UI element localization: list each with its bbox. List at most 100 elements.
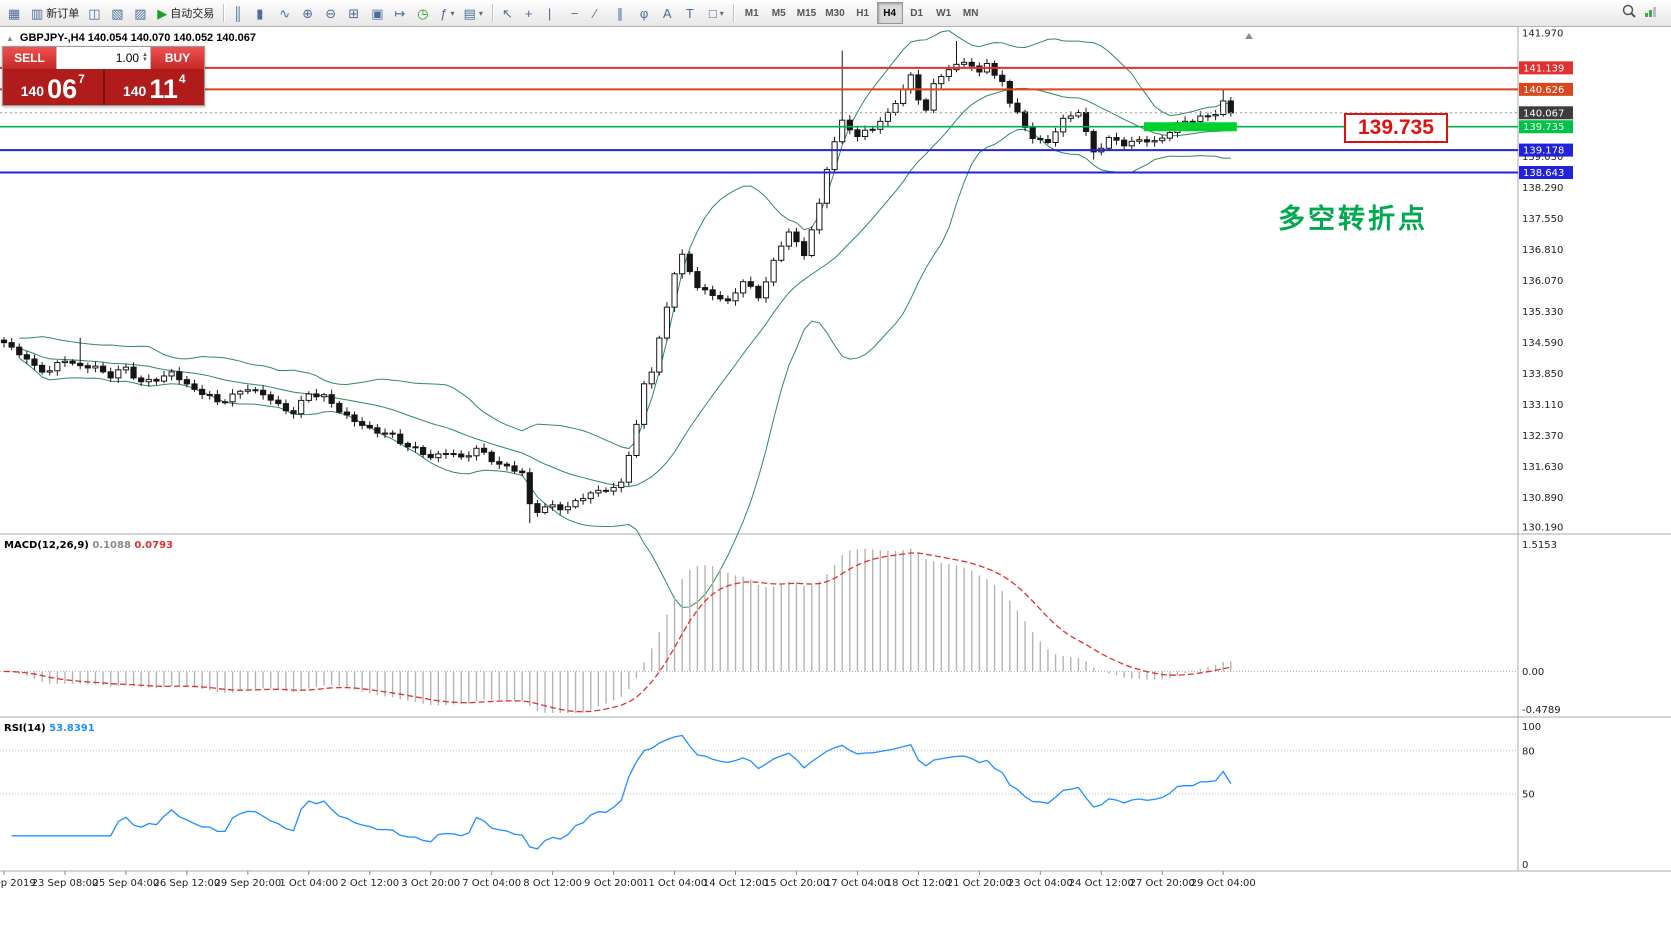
- cursor-button[interactable]: ↖: [498, 2, 520, 24]
- main-toolbar: ▦ ▥ 新订单 ◫ ▧ ▨ ▶ 自动交易 ║ ▮ ∿ ⊕ ⊖ ⊞ ▣ ↦ ◷ ƒ ▾ ▤ ▾ ↖ + | − ∕ ∥ φ A T □ ▾ M1 M…: [0, 0, 1671, 27]
- dropdown-caret-icon[interactable]: ▾: [719, 8, 724, 18]
- zoom-out-icon: ⊖: [325, 5, 337, 21]
- volume-down-icon[interactable]: ▼: [142, 57, 148, 63]
- label-button[interactable]: T: [682, 2, 704, 24]
- cursor-icon: ↖: [501, 5, 513, 21]
- svg-text:141.970: 141.970: [1522, 29, 1563, 40]
- collapse-panel-icon[interactable]: ▲: [6, 33, 14, 43]
- dropdown-caret-icon[interactable]: ▾: [478, 8, 483, 18]
- equidistant-channel-button[interactable]: ∥: [613, 2, 635, 24]
- toolbar-separator: [223, 4, 225, 22]
- highlight-segment[interactable]: [1144, 122, 1237, 132]
- indicators-button[interactable]: ƒ ▾: [436, 2, 458, 24]
- svg-text:21 Oct 20:00: 21 Oct 20:00: [947, 878, 1012, 889]
- trade-panel-prices: 140 06 7 140 11 4: [3, 69, 204, 105]
- price-axis[interactable]: 141.970 139.030 138.290 137.550 136.810 136.0…: [1519, 29, 1573, 534]
- macd-panel[interactable]: MACD(12,26,9) 0.1088 0.0793 1.5153 0.00 -0.…: [0, 540, 1561, 716]
- svg-text:130.190: 130.190: [1522, 523, 1563, 534]
- shapes-button[interactable]: □ ▾: [705, 2, 728, 24]
- new-order-button[interactable]: ▥ 新订单: [27, 2, 83, 24]
- svg-text:17 Oct 04:00: 17 Oct 04:00: [825, 878, 890, 889]
- chart-area[interactable]: 141.970 139.030 138.290 137.550 136.810 136.0…: [0, 27, 1671, 951]
- text-button[interactable]: A: [659, 2, 681, 24]
- horizontal-levels[interactable]: [0, 66, 1518, 174]
- new-order-icon: ▥: [31, 5, 44, 21]
- timeframe-m1-button[interactable]: M1: [739, 2, 765, 24]
- stopwatch-icon: ◷: [417, 5, 429, 21]
- chart-shift-icon: ↦: [394, 5, 406, 21]
- timeframe-h4-button[interactable]: H4: [876, 2, 903, 24]
- autotrading-button[interactable]: ▶ 自动交易: [153, 2, 218, 24]
- svg-text:139.735: 139.735: [1523, 122, 1564, 133]
- new-order-button-label: 新订单: [46, 8, 80, 20]
- svg-text:27 Oct 20:00: 27 Oct 20:00: [1130, 878, 1195, 889]
- timeframe-m15-button[interactable]: M15: [793, 2, 820, 24]
- svg-text:132.370: 132.370: [1522, 431, 1563, 442]
- timeframe-m5-button[interactable]: M5: [766, 2, 792, 24]
- svg-text:7 Oct 04:00: 7 Oct 04:00: [462, 878, 521, 889]
- line-chart-button[interactable]: ∿: [275, 2, 297, 24]
- toolbar-groups: ▦ ▥ 新订单 ◫ ▧ ▨ ▶ 自动交易 ║ ▮ ∿ ⊕ ⊖ ⊞ ▣ ↦ ◷ ƒ ▾ ▤ ▾ ↖ + | − ∕ ∥ φ A T □ ▾ M1 M…: [4, 2, 984, 24]
- auto-arrange-button[interactable]: ▣: [367, 2, 389, 24]
- volume-input[interactable]: 1.00 ▲ ▼: [56, 47, 151, 69]
- trade-panel-header: SELL 1.00 ▲ ▼ BUY: [3, 47, 204, 69]
- buy-button[interactable]: BUY: [151, 47, 204, 69]
- standard-group: ▦ ▥ 新订单 ◫ ▧ ▨ ▶ 自动交易: [4, 2, 218, 24]
- svg-text:139.178: 139.178: [1523, 146, 1564, 157]
- timeframe-h1-button[interactable]: H1: [850, 2, 876, 24]
- svg-text:138.643: 138.643: [1523, 168, 1564, 179]
- trendline-button[interactable]: ∕: [590, 2, 612, 24]
- navigator-button[interactable]: ▧: [107, 2, 129, 24]
- fibonacci-button[interactable]: φ: [636, 2, 658, 24]
- svg-text:140.067: 140.067: [1523, 108, 1564, 119]
- timeframe-group: M1 M5 M15 M30 H1 H4 D1 W1 MN: [739, 2, 984, 24]
- crosshair-button[interactable]: +: [521, 2, 543, 24]
- svg-text:3 Oct 20:00: 3 Oct 20:00: [401, 878, 460, 889]
- buy-price[interactable]: 140 11 4: [102, 69, 205, 105]
- turning-point-annotation: 多空转折点: [1278, 204, 1428, 234]
- tile-windows-button[interactable]: ⊞: [344, 2, 366, 24]
- crosshair-icon: +: [524, 5, 533, 21]
- svg-text:23 Sep 08:00: 23 Sep 08:00: [32, 878, 99, 889]
- svg-text:18 Oct 12:00: 18 Oct 12:00: [886, 878, 951, 889]
- price-chart[interactable]: 141.970 139.030 138.290 137.550 136.810 136.0…: [0, 27, 1671, 951]
- timeframe-w1-button[interactable]: W1: [931, 2, 957, 24]
- svg-text:133.110: 133.110: [1522, 400, 1563, 411]
- chart-window-icon-icon: ▦: [8, 5, 21, 21]
- zoom-in-button[interactable]: ⊕: [298, 2, 320, 24]
- svg-text:MACD(12,26,9) 0.1088 0.0793: MACD(12,26,9) 0.1088 0.0793: [4, 540, 173, 551]
- terminal-button[interactable]: ▨: [130, 2, 152, 24]
- svg-text:8 Oct 12:00: 8 Oct 12:00: [523, 878, 582, 889]
- svg-text:131.630: 131.630: [1522, 462, 1563, 473]
- bar-chart-button[interactable]: ║: [229, 2, 251, 24]
- one-click-trading-panel: SELL 1.00 ▲ ▼ BUY 140 06 7 140 11 4: [2, 46, 205, 106]
- svg-text:140.626: 140.626: [1523, 85, 1564, 96]
- zoom-out-button[interactable]: ⊖: [321, 2, 343, 24]
- svg-text:14 Oct 12:00: 14 Oct 12:00: [703, 878, 768, 889]
- vertical-line-button[interactable]: |: [544, 2, 566, 24]
- timeframe-m30-button[interactable]: M30: [821, 2, 848, 24]
- dropdown-caret-icon[interactable]: ▾: [450, 8, 455, 18]
- candlestick-chart-icon: ▮: [256, 5, 264, 21]
- chart-window-icon-button[interactable]: ▦: [4, 2, 26, 24]
- horizontal-line-button[interactable]: −: [567, 2, 589, 24]
- stopwatch-button[interactable]: ◷: [413, 2, 435, 24]
- sell-button[interactable]: SELL: [3, 47, 56, 69]
- timeframe-d1-button[interactable]: D1: [904, 2, 930, 24]
- volume-up-icon[interactable]: ▲: [142, 52, 148, 58]
- toolbar-separator: [491, 4, 493, 22]
- horizontal-line-icon: −: [570, 5, 579, 21]
- candlesticks[interactable]: [0, 40, 1234, 524]
- sell-price[interactable]: 140 06 7: [20, 72, 85, 104]
- connection-status-icon: [1643, 3, 1659, 24]
- search-icon[interactable]: [1621, 3, 1637, 24]
- rsi-panel[interactable]: RSI(14) 53.8391 100 80 50 0: [0, 722, 1541, 871]
- chart-shift-button[interactable]: ↦: [390, 2, 412, 24]
- timeframe-mn-button[interactable]: MN: [958, 2, 984, 24]
- charts-button[interactable]: ◫: [84, 2, 106, 24]
- candlestick-chart-button[interactable]: ▮: [252, 2, 274, 24]
- templates-button[interactable]: ▤ ▾: [460, 2, 487, 24]
- chart-type-group: ║ ▮ ∿ ⊕ ⊖ ⊞ ▣ ↦ ◷ ƒ ▾ ▤ ▾: [229, 2, 487, 24]
- svg-text:0: 0: [1522, 860, 1528, 871]
